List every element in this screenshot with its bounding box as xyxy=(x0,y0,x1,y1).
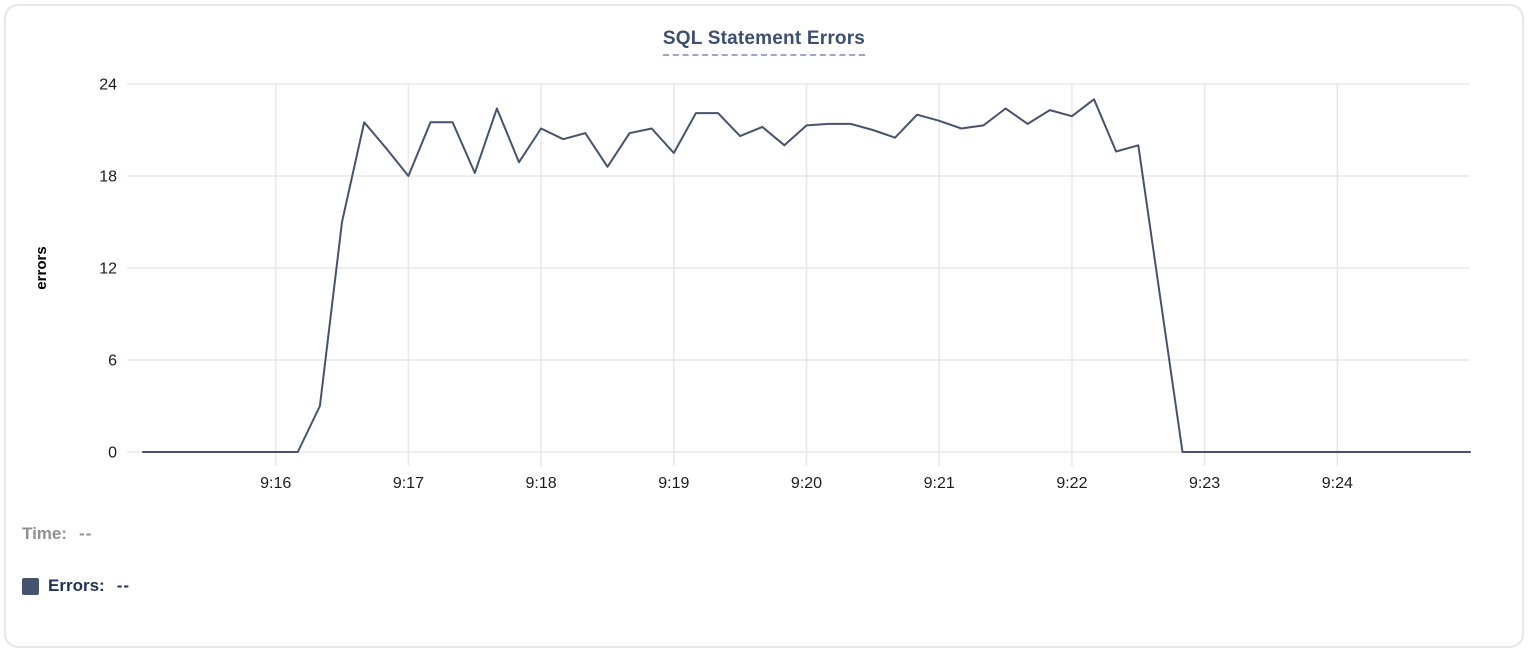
x-tick-label-9:19: 9:19 xyxy=(658,475,689,492)
time-label: Time: xyxy=(22,524,68,543)
chart-canvas[interactable]: 0 6 12 18 24 9:16 9:17 9:18 9:19 9:20 9:21 9:22 9:23… xyxy=(0,0,1528,508)
x-tick-label-9:23: 9:23 xyxy=(1189,475,1220,492)
y-tick-label-6: 6 xyxy=(108,353,117,370)
errors-label: Errors: xyxy=(48,576,105,595)
x-tick-label-9:20: 9:20 xyxy=(791,475,822,492)
x-tick-label-9:17: 9:17 xyxy=(393,475,424,492)
errors-value: -- xyxy=(116,576,131,595)
chart-panel xyxy=(4,4,1524,648)
y-tick-label-12: 12 xyxy=(99,261,117,278)
y-axis-label: errors xyxy=(33,246,50,289)
x-tick-label-9:24: 9:24 xyxy=(1322,475,1353,492)
chart-title[interactable]: SQL Statement Errors xyxy=(662,28,866,56)
y-tick-label-24: 24 xyxy=(99,77,117,94)
x-tick-label-9:18: 9:18 xyxy=(526,475,557,492)
legend-item-errors[interactable]: Errors: -- xyxy=(22,576,130,596)
x-tick-label-9:21: 9:21 xyxy=(924,475,955,492)
errors-series-swatch xyxy=(22,577,39,595)
errors-line-series xyxy=(142,98,1471,453)
hover-readout-time: Time: -- xyxy=(22,524,92,544)
time-value: -- xyxy=(79,524,93,543)
y-tick-label-18: 18 xyxy=(99,169,117,186)
chart-header: SQL Statement Errors xyxy=(0,28,1528,56)
y-tick-label-0: 0 xyxy=(108,445,117,462)
x-tick-label-9:16: 9:16 xyxy=(260,475,291,492)
x-tick-label-9:22: 9:22 xyxy=(1056,475,1087,492)
